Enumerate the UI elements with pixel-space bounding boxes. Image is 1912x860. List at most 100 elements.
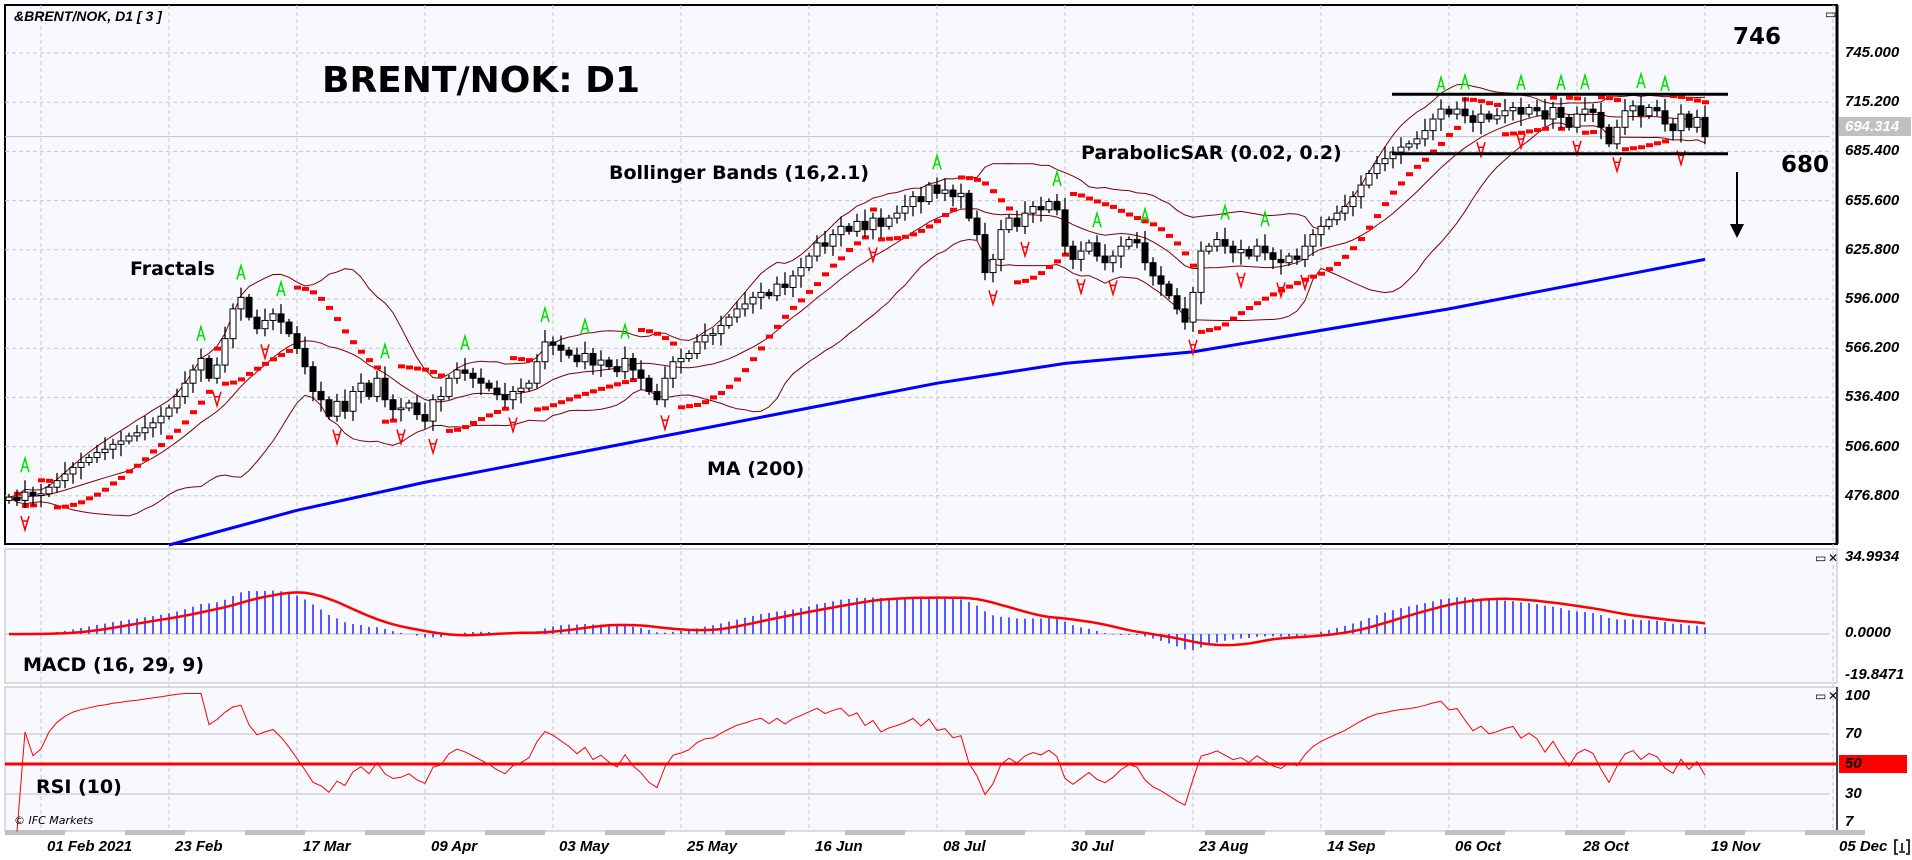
fractal-down-icon <box>396 429 406 447</box>
sar-dot <box>790 305 797 310</box>
sar-dot <box>678 405 685 410</box>
candle-bearish <box>245 296 253 318</box>
sar-dot <box>1270 292 1277 297</box>
sar-dot <box>158 443 165 448</box>
sar-dot <box>38 478 45 483</box>
sar-dot <box>1526 129 1533 134</box>
fractal-down-icon <box>332 429 342 447</box>
candle-bullish <box>957 192 965 198</box>
sar-dot <box>1342 254 1349 259</box>
sar-dot <box>886 236 893 241</box>
candle-bearish <box>1261 245 1269 254</box>
fractal-up-icon <box>380 341 390 359</box>
sar-dot <box>846 248 853 253</box>
candle-bearish <box>557 344 565 351</box>
candle-bearish <box>477 377 485 384</box>
candle-bearish <box>765 291 773 297</box>
candle-bearish <box>1445 108 1453 115</box>
candle-bearish <box>1469 115 1477 123</box>
candle-bearish <box>253 316 261 330</box>
candle-bearish <box>549 341 557 346</box>
sar-dot <box>1174 241 1181 246</box>
candle-bullish <box>1381 158 1389 165</box>
fractal-down-icon <box>1612 157 1622 174</box>
sar-dot <box>934 219 941 224</box>
price-axis-label: 566.200 <box>1845 339 1900 357</box>
candle-bullish <box>925 184 933 203</box>
sar-dot <box>1230 316 1237 321</box>
sar-dot <box>1398 181 1405 186</box>
fractal-up-icon <box>1636 71 1646 89</box>
sar-dot <box>478 417 485 422</box>
sar-dot <box>1430 149 1437 154</box>
candle-bullish <box>797 267 805 277</box>
fractal-up-icon <box>580 316 590 334</box>
sar-dot <box>102 487 109 492</box>
sar-dot <box>1630 146 1637 151</box>
candle-bearish <box>389 399 397 411</box>
candle-bullish <box>709 333 717 336</box>
sar-dot <box>566 397 573 402</box>
sar-dot <box>1622 147 1629 152</box>
rsi-close-icon[interactable]: ✕ <box>1828 689 1839 703</box>
sar-dot <box>1198 329 1205 334</box>
sar-dot <box>606 384 613 389</box>
sar-dot <box>750 357 757 362</box>
sar-dot <box>310 290 317 295</box>
candle-bearish <box>277 313 285 323</box>
sar-dot <box>422 367 429 372</box>
candle-bearish <box>285 321 293 335</box>
candle-bullish <box>1421 130 1429 140</box>
candle-bullish <box>1029 206 1037 214</box>
fractal-up-icon <box>1092 210 1102 228</box>
sar-dot <box>94 492 101 497</box>
sar-dot <box>1214 326 1221 331</box>
sar-dot <box>366 358 373 363</box>
macd-maximize-icon[interactable]: ▭ <box>1815 551 1827 565</box>
scroll-end-icon[interactable] <box>1894 839 1910 855</box>
sar-dot <box>286 348 293 353</box>
macd-close-icon[interactable]: ✕ <box>1828 551 1839 565</box>
candle-bullish <box>165 407 173 417</box>
sar-dot <box>502 406 509 411</box>
sar-dot <box>46 478 53 483</box>
candle-bullish <box>941 189 949 194</box>
maximize-icon[interactable]: ▭ <box>1825 7 1837 21</box>
candle-bearish <box>1221 239 1229 247</box>
rsi-axis-label: 100 <box>1845 687 1871 704</box>
sar-dot <box>1102 202 1109 207</box>
candle-bearish <box>1013 217 1021 227</box>
sar-dot <box>350 340 357 345</box>
sar-dot <box>1206 328 1213 333</box>
candle-bullish <box>1213 239 1221 247</box>
candle-bearish <box>845 225 853 232</box>
sar-dot <box>974 177 981 182</box>
candle-bullish <box>1197 250 1205 293</box>
scrollbar-segment <box>245 830 305 835</box>
sar-dot <box>166 435 173 440</box>
sar-dot <box>1694 98 1701 103</box>
candle-bullish <box>829 234 837 247</box>
sar-dot <box>1574 96 1581 101</box>
sar-dot <box>382 419 389 424</box>
sar-dot <box>406 365 413 370</box>
bollinger-label: Bollinger Bands (16,2.1) <box>609 162 870 184</box>
candle-bullish <box>1405 143 1413 148</box>
fractal-up-icon <box>1220 202 1230 220</box>
sar-dot <box>542 406 549 411</box>
fractal-down-icon <box>428 438 438 456</box>
price-axis-label: 476.800 <box>1845 486 1900 504</box>
price-axis-label: 655.600 <box>1845 191 1900 209</box>
candle-bullish <box>789 275 797 288</box>
candle-bullish <box>517 387 525 392</box>
sar-dot <box>854 241 861 246</box>
rsi-maximize-icon[interactable]: ▭ <box>1815 689 1827 703</box>
fractal-up-icon <box>932 152 942 170</box>
candle-bullish <box>1397 146 1405 153</box>
sar-dot <box>78 500 85 505</box>
sar-dot <box>1550 95 1557 100</box>
candle-bullish <box>997 229 1005 260</box>
sar-dot <box>1534 128 1541 133</box>
candle-bullish <box>1373 163 1381 175</box>
date-axis-label: 25 May <box>687 838 738 855</box>
